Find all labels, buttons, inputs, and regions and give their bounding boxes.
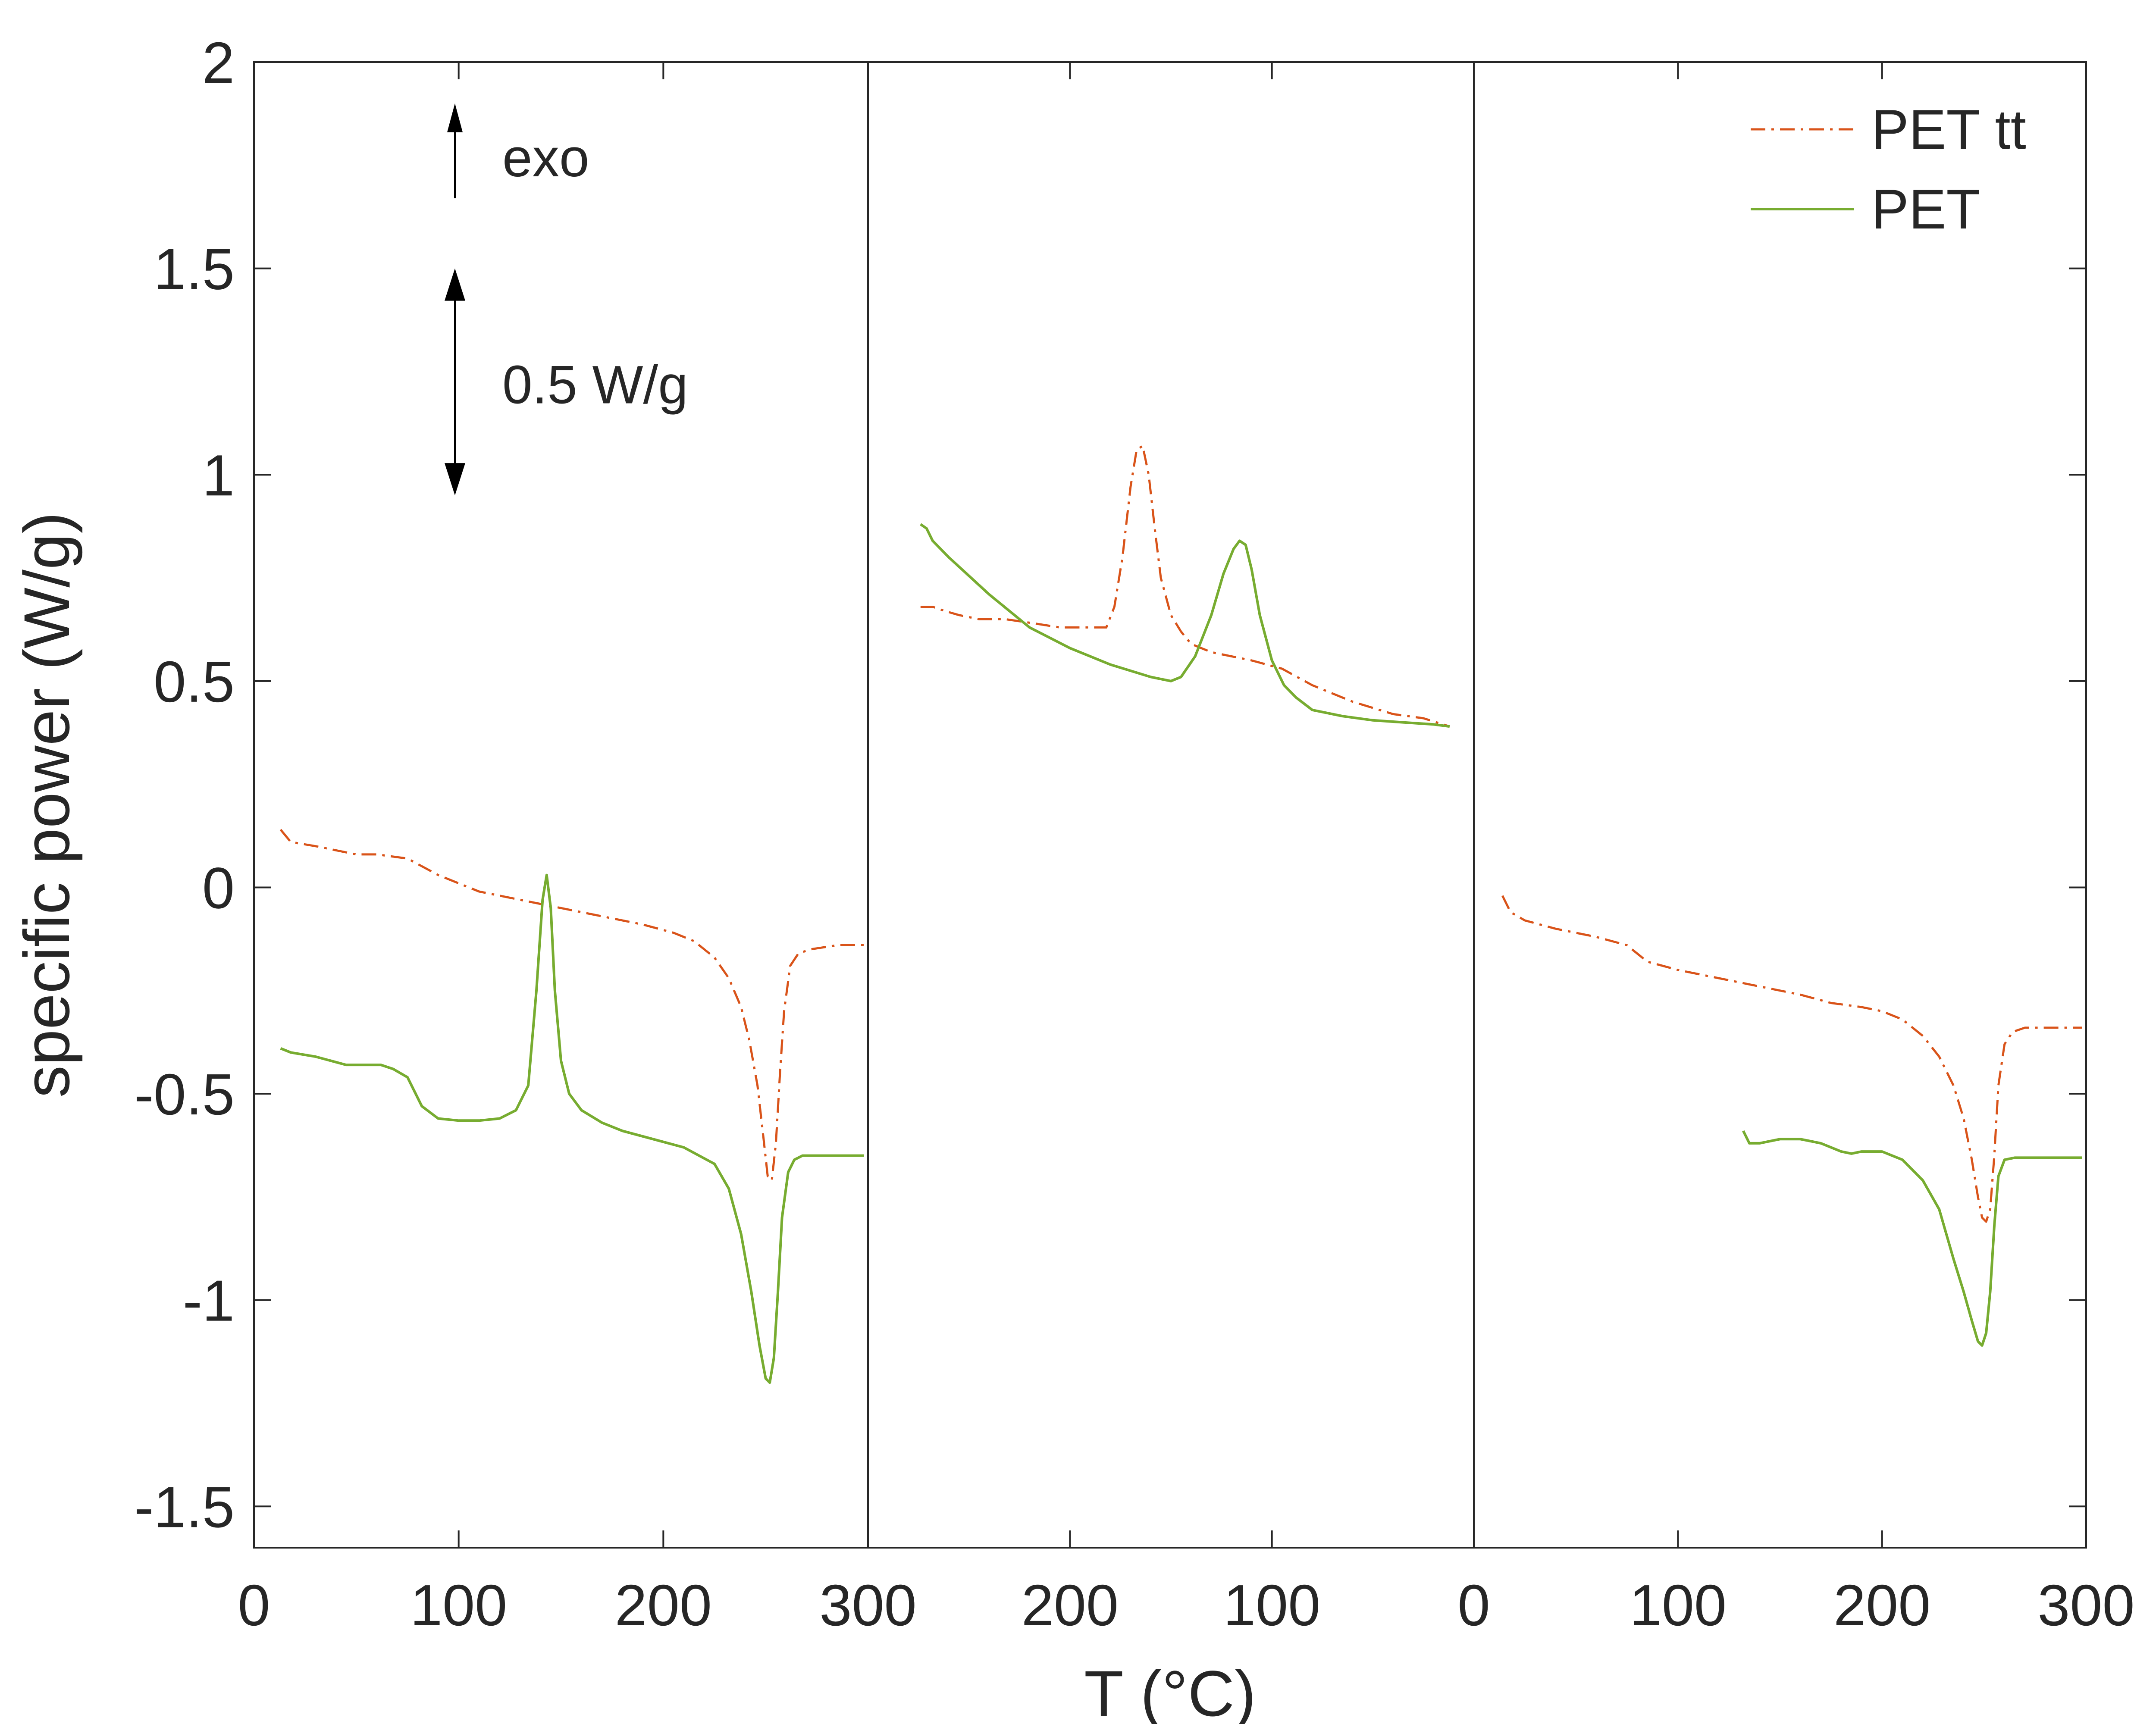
- y-axis-ticks: -1.5 -1 -0.5 0 0.5 1 1.5 2: [134, 30, 2086, 1539]
- x-tick-label: 200: [615, 1573, 712, 1638]
- legend-label-pet: PET: [1871, 178, 1981, 241]
- annotations: exo 0.5 W/g: [445, 103, 688, 496]
- y-tick-label: 2: [202, 30, 235, 95]
- x-tick-label: 100: [1223, 1573, 1320, 1638]
- exo-arrow-icon: [447, 103, 463, 198]
- x-tick-label: 200: [1022, 1573, 1119, 1638]
- legend-entry-pet-tt: PET tt: [1751, 98, 2026, 161]
- x-axis-label: T (°C): [1084, 1657, 1256, 1724]
- y-tick-label: 1.5: [154, 237, 235, 302]
- series-line-pet-tt-panel-3: [1501, 895, 2082, 1223]
- y-tick-label: 0: [202, 855, 235, 920]
- y-tick-label: -0.5: [134, 1062, 235, 1127]
- y-tick-label: 0.5: [154, 649, 235, 714]
- y-tick-label: -1: [183, 1268, 235, 1333]
- series-line-pet-panel-3: [1742, 1130, 2082, 1347]
- series-line-pet-panel-1: [280, 873, 864, 1384]
- series-line-pet-tt-panel-2: [920, 444, 1450, 728]
- axes-frame: [253, 61, 2087, 1549]
- scale-bar-head-top: [445, 268, 465, 301]
- legend: PET tt PET: [1751, 98, 2026, 241]
- scale-bar-icon: [445, 268, 465, 496]
- exo-label: exo: [502, 128, 589, 188]
- x-tick-label: 300: [819, 1573, 916, 1638]
- legend-entry-pet: PET: [1751, 178, 1981, 241]
- legend-label-pet-tt: PET tt: [1871, 98, 2026, 161]
- x-tick-label: 300: [2037, 1573, 2134, 1638]
- scale-bar-head-bottom: [445, 463, 465, 496]
- x-tick-label: 200: [1833, 1573, 1930, 1638]
- y-axis-label: specific power (W/g): [10, 512, 83, 1098]
- x-tick-label: 0: [1457, 1573, 1490, 1638]
- y-tick-label: -1.5: [134, 1474, 235, 1539]
- x-tick-label: 300: [819, 1573, 916, 1638]
- series-line-pet-tt-panel-1: [279, 829, 864, 1182]
- x-tick-label: 100: [410, 1573, 507, 1638]
- x-tick-label: 0: [238, 1573, 270, 1638]
- series-line-pet-panel-2: [920, 523, 1450, 728]
- x-tick-label: 0: [1457, 1573, 1490, 1638]
- y-tick-label: 1: [202, 443, 235, 508]
- exo-arrow-head: [447, 103, 463, 132]
- plot-area: [279, 444, 2082, 1384]
- x-tick-label: 100: [1630, 1573, 1727, 1638]
- scale-bar-label: 0.5 W/g: [502, 355, 688, 415]
